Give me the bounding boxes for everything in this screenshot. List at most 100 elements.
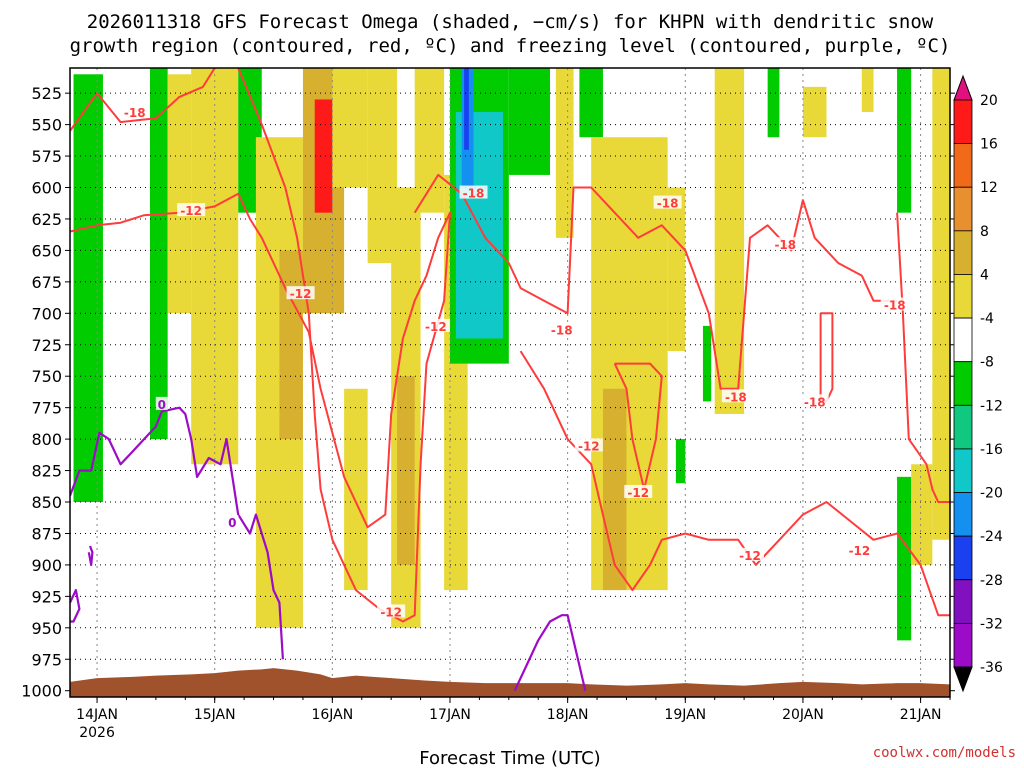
freezing-contours — [70, 406, 587, 692]
y-tick-label: 575 — [31, 147, 62, 166]
contour-label-bg — [286, 286, 315, 300]
colorbar-label: -20 — [980, 486, 1003, 502]
contour-label: -12 — [739, 549, 761, 563]
contour-label: -12 — [290, 287, 312, 301]
dgz-contour-minus-12-far-right — [896, 212, 950, 503]
omega-region — [714, 68, 745, 414]
y-axis: 525 550 575 600 625 650 675 700 725 750 775 800 825 8… — [21, 84, 955, 701]
contour-label-bg — [120, 105, 149, 119]
credit-text: coolwx.com/models — [873, 745, 1016, 761]
contour-label: -18 — [725, 390, 747, 404]
contour-labels: -18 -12 -12 -18 -12 -12 -18 -18 -12 -12 -18 -12 -18 -… — [120, 105, 909, 619]
omega-region — [897, 476, 912, 641]
omega-region — [702, 325, 712, 402]
contour-label-bg — [721, 389, 750, 403]
x-tick-label: 14JAN — [76, 707, 118, 723]
omega-region — [279, 250, 303, 440]
colorbar-segment — [953, 274, 973, 319]
dgz-contour-minus-18-upper — [70, 68, 216, 132]
grid-lines — [70, 68, 950, 697]
contour-label-bg — [800, 394, 829, 408]
y-tick-label: 725 — [31, 336, 62, 355]
colorbar-label: -24 — [980, 529, 1003, 545]
x-axis: 14JAN 2026 15JAN 16JAN 17JAN 18JAN 19JAN 20JAN 2… — [76, 697, 951, 741]
colorbar-segment — [953, 579, 973, 624]
chart-title-line-2: growth region (contoured, red, ºC) and f… — [70, 35, 951, 57]
colorbar-label: 16 — [980, 137, 998, 153]
freezing-contour-zero-low — [70, 589, 81, 623]
y-tick-label: 825 — [31, 462, 62, 481]
contour-label-bg — [771, 237, 800, 251]
contour-label: -12 — [849, 544, 871, 558]
contour-label: -18 — [463, 187, 485, 201]
contour-label-bg — [624, 484, 653, 498]
omega-region — [314, 99, 333, 213]
contour-label: -18 — [124, 106, 146, 120]
omega-region — [861, 68, 874, 113]
omega-region — [73, 74, 103, 503]
y-tick-label: 675 — [31, 273, 62, 292]
terrain-fill — [70, 668, 950, 697]
freezing-contour-zero-right — [513, 614, 587, 692]
contour-label: -18 — [774, 238, 796, 252]
y-tick-label: 750 — [31, 367, 62, 386]
contour-label: -12 — [425, 320, 447, 334]
omega-region — [767, 68, 780, 138]
colorbar-segment — [953, 622, 973, 668]
colorbar-segment — [953, 99, 973, 145]
contour-label-bg — [653, 195, 682, 209]
omega-region — [332, 68, 368, 188]
x-tick-label: 21JAN — [900, 707, 942, 723]
colorbar-label: -32 — [980, 616, 1003, 632]
contour-label-bg — [574, 438, 603, 452]
omega-region — [932, 68, 950, 540]
dgz-contour-minus-18-loop — [819, 312, 834, 403]
terrain — [70, 668, 950, 697]
omega-region — [911, 464, 933, 565]
colorbar-label: -8 — [980, 355, 994, 371]
contour-label: -12 — [380, 605, 402, 619]
y-tick-label: 925 — [31, 587, 62, 606]
freezing-contour-zero-blob — [87, 545, 94, 566]
contour-label-bg — [736, 547, 764, 561]
y-tick-label: 875 — [31, 524, 62, 543]
chart-title-line-1: 2026011318 GFS Forecast Omega (shaded, −… — [87, 11, 934, 33]
colorbar-segment — [953, 404, 973, 450]
omega-region — [414, 68, 445, 213]
contour-label-bg — [177, 203, 206, 217]
colorbar-label: 20 — [980, 93, 998, 109]
contour-label: -12 — [578, 439, 600, 453]
colorbar-label: -36 — [980, 660, 1003, 676]
omega-region — [675, 439, 686, 484]
x-tick-year-label: 2026 — [79, 725, 115, 741]
colorbar-segment — [953, 535, 973, 581]
y-tick-label: 775 — [31, 399, 62, 418]
contour-label-bg — [547, 322, 576, 336]
colorbar-segment — [953, 361, 973, 406]
omega-region — [508, 68, 550, 175]
y-tick-label: 525 — [31, 84, 62, 103]
contour-label: 0 — [228, 516, 236, 530]
x-tick-label: 15JAN — [194, 707, 236, 723]
dgz-contour-minus-12-left — [70, 68, 451, 623]
y-tick-label: 625 — [31, 210, 62, 229]
omega-region — [555, 68, 574, 238]
omega-region — [579, 68, 603, 138]
colorbar-segment — [953, 143, 973, 188]
contour-label-bg — [459, 185, 488, 199]
contour-label: -18 — [884, 299, 906, 313]
contour-label: -18 — [804, 395, 826, 409]
colorbar-label: 4 — [980, 267, 989, 283]
y-tick-label: 850 — [31, 493, 62, 512]
omega-region — [150, 68, 168, 440]
omega-region — [667, 187, 686, 352]
y-tick-label: 550 — [31, 116, 62, 135]
colorbar-segment — [953, 448, 973, 493]
y-tick-label: 800 — [31, 430, 62, 449]
contour-label: -12 — [180, 204, 202, 218]
contour-label-bg — [226, 515, 239, 529]
contour-label: -18 — [551, 324, 573, 338]
contour-label-bg — [421, 318, 450, 332]
colorbar-label: -28 — [980, 573, 1003, 589]
